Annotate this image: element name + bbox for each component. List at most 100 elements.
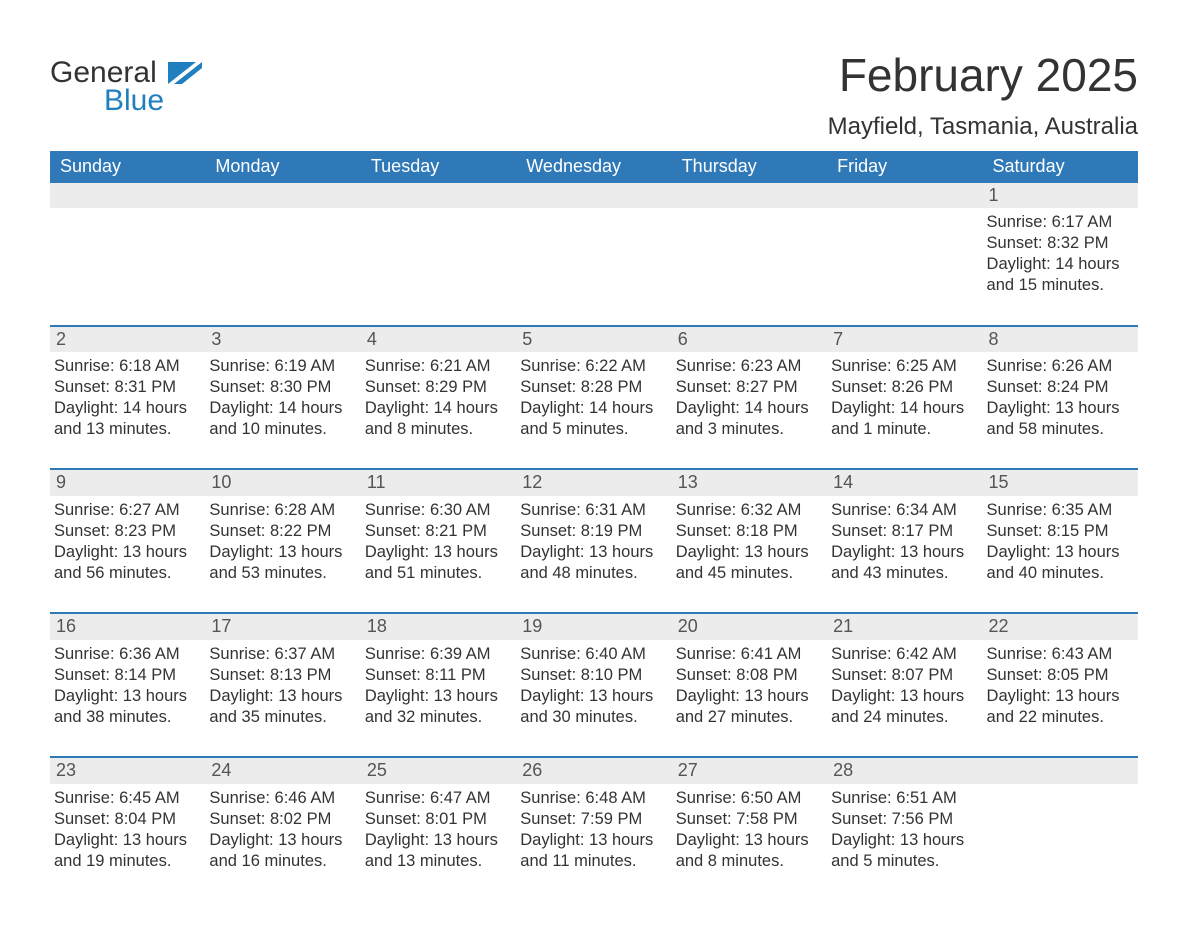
day-cell: 19Sunrise: 6:40 AMSunset: 8:10 PMDayligh… bbox=[516, 613, 671, 757]
sunset-line: Sunset: 8:30 PM bbox=[209, 377, 352, 398]
daylight-line: Daylight: 14 hours and 3 minutes. bbox=[676, 398, 819, 440]
day-body: Sunrise: 6:26 AMSunset: 8:24 PMDaylight:… bbox=[983, 352, 1138, 468]
day-cell: 3Sunrise: 6:19 AMSunset: 8:30 PMDaylight… bbox=[205, 326, 360, 470]
day-cell: 28Sunrise: 6:51 AMSunset: 7:56 PMDayligh… bbox=[827, 757, 982, 900]
day-body: Sunrise: 6:18 AMSunset: 8:31 PMDaylight:… bbox=[50, 352, 205, 468]
sunset-line: Sunset: 8:18 PM bbox=[676, 521, 819, 542]
day-cell: 21Sunrise: 6:42 AMSunset: 8:07 PMDayligh… bbox=[827, 613, 982, 757]
sunrise-line: Sunrise: 6:25 AM bbox=[831, 356, 974, 377]
sunset-line: Sunset: 7:56 PM bbox=[831, 809, 974, 830]
daylight-line: Daylight: 14 hours and 13 minutes. bbox=[54, 398, 197, 440]
sunrise-line: Sunrise: 6:26 AM bbox=[987, 356, 1130, 377]
sunset-line: Sunset: 8:10 PM bbox=[520, 665, 663, 686]
calendar-page: General Blue February 2025 Mayfield, Tas… bbox=[0, 0, 1188, 940]
sunset-line: Sunset: 8:31 PM bbox=[54, 377, 197, 398]
dow-header: Friday bbox=[827, 151, 982, 183]
daylight-line: Daylight: 13 hours and 8 minutes. bbox=[676, 830, 819, 872]
sunrise-line: Sunrise: 6:27 AM bbox=[54, 500, 197, 521]
day-body: Sunrise: 6:43 AMSunset: 8:05 PMDaylight:… bbox=[983, 640, 1138, 756]
day-body: Sunrise: 6:34 AMSunset: 8:17 PMDaylight:… bbox=[827, 496, 982, 612]
sunset-line: Sunset: 8:08 PM bbox=[676, 665, 819, 686]
day-number: 13 bbox=[672, 470, 827, 496]
day-number bbox=[516, 183, 671, 209]
day-of-week-row: SundayMondayTuesdayWednesdayThursdayFrid… bbox=[50, 151, 1138, 183]
dow-header: Monday bbox=[205, 151, 360, 183]
sunset-line: Sunset: 8:29 PM bbox=[365, 377, 508, 398]
daylight-line: Daylight: 13 hours and 56 minutes. bbox=[54, 542, 197, 584]
day-body: Sunrise: 6:39 AMSunset: 8:11 PMDaylight:… bbox=[361, 640, 516, 756]
daylight-line: Daylight: 13 hours and 53 minutes. bbox=[209, 542, 352, 584]
daylight-line: Daylight: 13 hours and 38 minutes. bbox=[54, 686, 197, 728]
sunrise-line: Sunrise: 6:30 AM bbox=[365, 500, 508, 521]
daylight-line: Daylight: 13 hours and 30 minutes. bbox=[520, 686, 663, 728]
day-cell: 5Sunrise: 6:22 AMSunset: 8:28 PMDaylight… bbox=[516, 326, 671, 470]
day-cell: 17Sunrise: 6:37 AMSunset: 8:13 PMDayligh… bbox=[205, 613, 360, 757]
day-body bbox=[516, 208, 671, 288]
day-number: 24 bbox=[205, 758, 360, 784]
empty-cell bbox=[361, 183, 516, 326]
day-cell: 1Sunrise: 6:17 AMSunset: 8:32 PMDaylight… bbox=[983, 183, 1138, 326]
sunrise-line: Sunrise: 6:45 AM bbox=[54, 788, 197, 809]
day-number: 4 bbox=[361, 327, 516, 353]
empty-cell bbox=[516, 183, 671, 326]
location: Mayfield, Tasmania, Australia bbox=[828, 113, 1138, 141]
daylight-line: Daylight: 13 hours and 45 minutes. bbox=[676, 542, 819, 584]
daylight-line: Daylight: 13 hours and 13 minutes. bbox=[365, 830, 508, 872]
day-cell: 26Sunrise: 6:48 AMSunset: 7:59 PMDayligh… bbox=[516, 757, 671, 900]
day-number bbox=[827, 183, 982, 209]
day-number bbox=[672, 183, 827, 209]
day-number bbox=[361, 183, 516, 209]
day-number: 28 bbox=[827, 758, 982, 784]
day-cell: 9Sunrise: 6:27 AMSunset: 8:23 PMDaylight… bbox=[50, 469, 205, 613]
sunset-line: Sunset: 8:02 PM bbox=[209, 809, 352, 830]
day-cell: 2Sunrise: 6:18 AMSunset: 8:31 PMDaylight… bbox=[50, 326, 205, 470]
month-title: February 2025 bbox=[828, 50, 1138, 101]
sunset-line: Sunset: 8:19 PM bbox=[520, 521, 663, 542]
sunrise-line: Sunrise: 6:19 AM bbox=[209, 356, 352, 377]
empty-cell bbox=[50, 183, 205, 326]
day-cell: 11Sunrise: 6:30 AMSunset: 8:21 PMDayligh… bbox=[361, 469, 516, 613]
daylight-line: Daylight: 14 hours and 8 minutes. bbox=[365, 398, 508, 440]
day-body bbox=[672, 208, 827, 288]
sunrise-line: Sunrise: 6:31 AM bbox=[520, 500, 663, 521]
calendar-body: 1Sunrise: 6:17 AMSunset: 8:32 PMDaylight… bbox=[50, 183, 1138, 901]
day-body: Sunrise: 6:47 AMSunset: 8:01 PMDaylight:… bbox=[361, 784, 516, 900]
daylight-line: Daylight: 13 hours and 35 minutes. bbox=[209, 686, 352, 728]
sunrise-line: Sunrise: 6:47 AM bbox=[365, 788, 508, 809]
sunrise-line: Sunrise: 6:40 AM bbox=[520, 644, 663, 665]
day-number: 16 bbox=[50, 614, 205, 640]
day-number: 12 bbox=[516, 470, 671, 496]
daylight-line: Daylight: 14 hours and 1 minute. bbox=[831, 398, 974, 440]
day-number: 10 bbox=[205, 470, 360, 496]
dow-header: Sunday bbox=[50, 151, 205, 183]
daylight-line: Daylight: 13 hours and 16 minutes. bbox=[209, 830, 352, 872]
sunrise-line: Sunrise: 6:17 AM bbox=[987, 212, 1130, 233]
daylight-line: Daylight: 13 hours and 11 minutes. bbox=[520, 830, 663, 872]
week-row: 16Sunrise: 6:36 AMSunset: 8:14 PMDayligh… bbox=[50, 613, 1138, 757]
sunrise-line: Sunrise: 6:46 AM bbox=[209, 788, 352, 809]
day-number bbox=[983, 758, 1138, 784]
sunrise-line: Sunrise: 6:41 AM bbox=[676, 644, 819, 665]
daylight-line: Daylight: 14 hours and 15 minutes. bbox=[987, 254, 1130, 296]
day-body: Sunrise: 6:30 AMSunset: 8:21 PMDaylight:… bbox=[361, 496, 516, 612]
day-body: Sunrise: 6:19 AMSunset: 8:30 PMDaylight:… bbox=[205, 352, 360, 468]
day-number: 20 bbox=[672, 614, 827, 640]
day-cell: 13Sunrise: 6:32 AMSunset: 8:18 PMDayligh… bbox=[672, 469, 827, 613]
day-cell: 24 Sunrise: 6:46 AMSunset: 8:02 PMDayligh… bbox=[205, 757, 360, 900]
day-body: Sunrise: 6:36 AMSunset: 8:14 PMDaylight:… bbox=[50, 640, 205, 756]
day-cell: 4Sunrise: 6:21 AMSunset: 8:29 PMDaylight… bbox=[361, 326, 516, 470]
daylight-line: Daylight: 14 hours and 10 minutes. bbox=[209, 398, 352, 440]
sunset-line: Sunset: 8:22 PM bbox=[209, 521, 352, 542]
day-body: Sunrise: 6:41 AMSunset: 8:08 PMDaylight:… bbox=[672, 640, 827, 756]
day-body bbox=[205, 208, 360, 288]
daylight-line: Daylight: 13 hours and 5 minutes. bbox=[831, 830, 974, 872]
daylight-line: Daylight: 13 hours and 58 minutes. bbox=[987, 398, 1130, 440]
sunset-line: Sunset: 8:14 PM bbox=[54, 665, 197, 686]
day-body: Sunrise: 6:31 AMSunset: 8:19 PMDaylight:… bbox=[516, 496, 671, 612]
daylight-line: Daylight: 13 hours and 22 minutes. bbox=[987, 686, 1130, 728]
day-body: Sunrise: 6:25 AMSunset: 8:26 PMDaylight:… bbox=[827, 352, 982, 468]
week-row: 1Sunrise: 6:17 AMSunset: 8:32 PMDaylight… bbox=[50, 183, 1138, 326]
day-body: Sunrise: 6:22 AMSunset: 8:28 PMDaylight:… bbox=[516, 352, 671, 468]
dow-header: Tuesday bbox=[361, 151, 516, 183]
day-cell: 27Sunrise: 6:50 AMSunset: 7:58 PMDayligh… bbox=[672, 757, 827, 900]
